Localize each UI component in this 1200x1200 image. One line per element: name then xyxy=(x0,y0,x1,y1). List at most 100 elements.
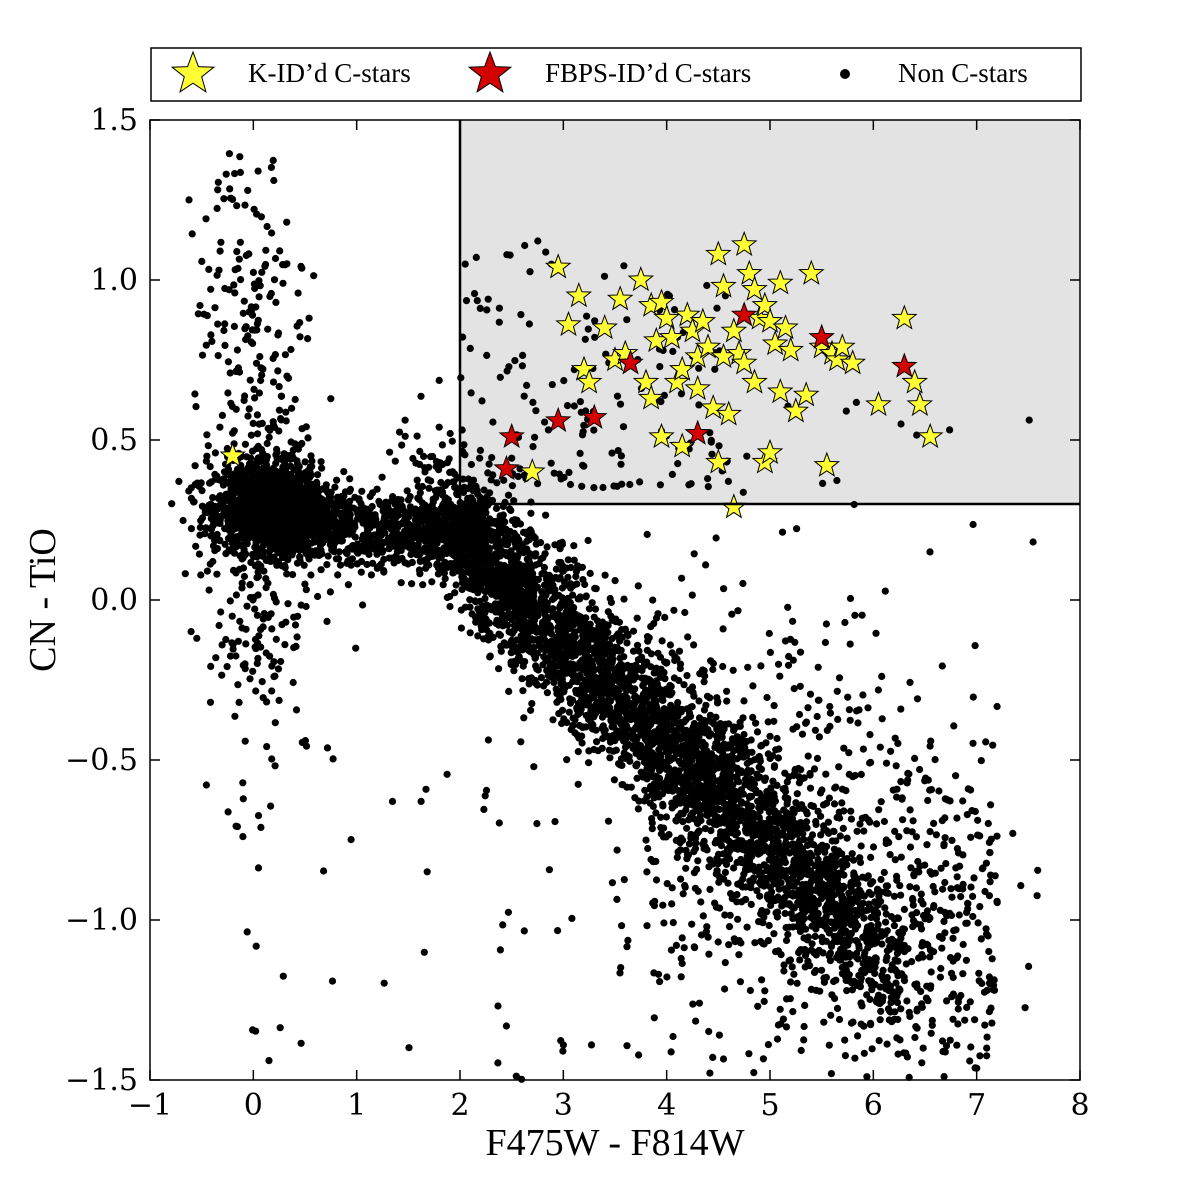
non-c-star-point xyxy=(406,503,414,511)
non-c-star-point xyxy=(215,621,223,630)
non-c-star-point xyxy=(218,411,226,419)
non-c-star-point xyxy=(222,635,230,644)
non-c-star-point xyxy=(882,918,890,926)
non-c-star-point xyxy=(323,561,331,569)
non-c-star-point xyxy=(202,781,210,789)
non-c-star-point xyxy=(257,376,265,385)
non-c-star-point xyxy=(221,540,229,548)
non-c-star-point xyxy=(252,645,260,653)
non-c-star-point xyxy=(401,432,409,440)
non-c-star-point xyxy=(433,531,441,540)
non-c-star-point xyxy=(711,743,719,752)
non-c-star-point xyxy=(319,529,327,537)
non-c-star-point xyxy=(380,567,388,575)
non-c-star-point xyxy=(223,663,231,671)
non-c-star-point xyxy=(340,530,348,538)
non-c-star-point xyxy=(846,960,854,968)
non-c-star-point xyxy=(258,268,266,276)
non-c-star-point xyxy=(241,440,249,448)
non-c-star-point xyxy=(234,681,242,689)
non-c-star-point xyxy=(228,500,236,508)
non-c-star-point xyxy=(610,776,619,784)
non-c-star-point xyxy=(586,569,594,578)
non-c-star-point xyxy=(207,514,215,523)
non-c-star-point xyxy=(269,378,278,386)
non-c-star-point xyxy=(333,528,341,537)
non-c-star-point xyxy=(193,634,201,642)
non-c-star-point xyxy=(286,506,294,515)
non-c-star-point xyxy=(188,230,196,238)
non-c-star-point xyxy=(258,678,266,686)
non-c-star-point xyxy=(286,520,294,528)
non-c-star-point xyxy=(249,667,257,675)
non-c-star-point xyxy=(212,654,220,662)
non-c-star-point xyxy=(308,495,316,503)
non-c-star-point xyxy=(274,665,283,673)
non-c-star-point xyxy=(214,352,222,360)
non-c-star-point xyxy=(552,565,561,573)
non-c-star-point xyxy=(245,533,253,542)
non-c-star-point xyxy=(318,534,326,542)
non-c-star-point xyxy=(307,452,315,460)
non-c-star-point xyxy=(362,517,370,525)
non-c-star-point xyxy=(318,507,326,515)
non-c-star-point xyxy=(297,541,305,549)
non-c-star-point xyxy=(836,832,844,840)
non-c-star-point xyxy=(233,465,242,473)
non-c-star-point xyxy=(351,493,359,501)
non-c-star-point xyxy=(258,419,266,427)
non-c-star-point xyxy=(271,672,279,680)
non-c-star-point xyxy=(605,746,614,754)
non-c-star-point xyxy=(282,408,290,416)
non-c-star-point xyxy=(416,557,424,565)
non-c-star-point xyxy=(293,457,301,465)
non-c-star-point xyxy=(236,238,244,246)
non-c-star-point xyxy=(701,825,710,833)
non-c-star-point xyxy=(358,487,366,495)
non-c-star-point xyxy=(406,493,414,501)
non-c-star-point xyxy=(318,514,326,522)
non-c-star-point xyxy=(203,431,211,439)
non-c-star-point xyxy=(378,473,386,481)
non-c-star-point xyxy=(232,652,240,660)
non-c-star-point xyxy=(284,600,292,608)
non-c-star-point xyxy=(259,623,267,631)
non-c-star-point xyxy=(438,441,446,449)
non-c-star-point xyxy=(245,405,253,413)
non-c-star-point xyxy=(275,406,283,414)
non-c-star-point xyxy=(296,553,304,562)
non-c-star-point xyxy=(588,599,596,607)
non-c-star-point xyxy=(753,728,762,736)
non-c-star-point xyxy=(230,490,238,498)
non-c-star-point xyxy=(207,285,215,293)
non-c-star-point xyxy=(274,331,282,339)
non-c-star-point xyxy=(204,442,212,450)
non-c-star-point xyxy=(418,499,426,507)
non-c-star-point xyxy=(314,471,322,479)
non-c-star-point xyxy=(346,497,354,505)
non-c-star-point xyxy=(211,449,219,457)
non-c-star-point xyxy=(486,602,494,611)
non-c-star-point xyxy=(323,617,331,626)
non-c-star-point xyxy=(649,596,657,604)
non-c-star-point xyxy=(203,567,211,575)
non-c-star-point xyxy=(569,714,577,722)
non-c-star-point xyxy=(365,544,373,552)
non-c-star-point xyxy=(267,469,275,477)
non-c-star-point xyxy=(380,555,388,564)
non-c-star-point xyxy=(908,958,916,966)
non-c-star-point xyxy=(476,454,484,462)
non-c-star-point xyxy=(247,454,255,462)
non-c-star-point xyxy=(246,581,254,589)
non-c-star-point xyxy=(358,543,366,551)
non-c-star-point xyxy=(224,494,232,502)
non-c-star-point xyxy=(833,1004,842,1013)
non-c-star-point xyxy=(320,867,328,875)
non-c-star-point xyxy=(185,196,193,204)
non-c-star-point xyxy=(270,176,278,185)
non-c-star-point xyxy=(324,529,332,537)
non-c-star-point xyxy=(240,396,248,404)
non-c-star-point xyxy=(585,747,593,755)
non-c-star-point xyxy=(670,606,678,614)
non-c-star-point xyxy=(271,351,279,359)
